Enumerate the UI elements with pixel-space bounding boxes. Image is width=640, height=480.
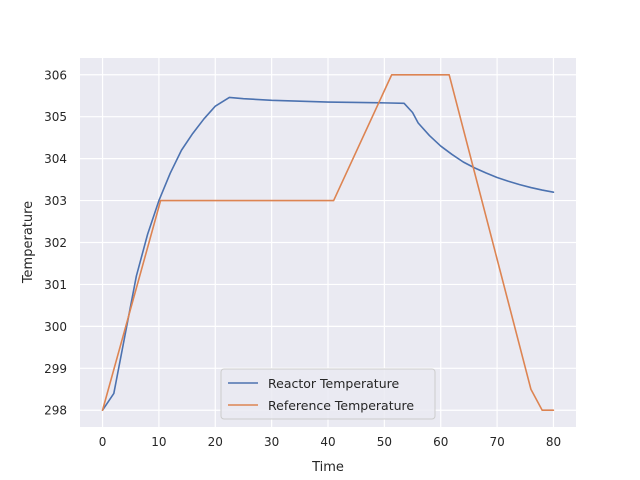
x-tick-label: 30 xyxy=(264,435,279,449)
legend-label-reactor: Reactor Temperature xyxy=(268,376,399,391)
y-tick-label: 305 xyxy=(44,110,67,124)
legend-box xyxy=(220,368,436,420)
y-tick-label: 301 xyxy=(44,278,67,292)
x-axis-label: Time xyxy=(311,460,344,475)
y-tick-label: 302 xyxy=(44,236,67,250)
y-tick-labels: 298 299 300 301 302 303 304 305 306 xyxy=(44,68,67,417)
y-tick-label: 298 xyxy=(44,404,67,418)
reference-temperature-line xyxy=(101,73,555,412)
series-layer xyxy=(101,73,555,412)
y-tick-label: 299 xyxy=(44,362,67,376)
x-tick-label: 80 xyxy=(546,435,561,449)
legend: Reactor Temperature Reference Temperatur… xyxy=(220,368,436,420)
x-tick-label: 70 xyxy=(489,435,504,449)
y-tick-label: 304 xyxy=(44,152,67,166)
legend-label-reference: Reference Temperature xyxy=(268,398,414,413)
x-tick-label: 20 xyxy=(208,435,223,449)
x-tick-label: 60 xyxy=(433,435,448,449)
y-tick-label: 306 xyxy=(44,68,67,82)
x-tick-label: 0 xyxy=(99,435,107,449)
x-tick-labels: 0 10 20 30 40 50 60 70 80 xyxy=(99,435,561,449)
y-tick-label: 303 xyxy=(44,194,67,208)
y-tick-label: 300 xyxy=(44,320,67,334)
y-axis-label: Temperature xyxy=(21,201,36,284)
reactor-temperature-line xyxy=(101,96,555,412)
x-tick-label: 40 xyxy=(320,435,335,449)
x-tick-label: 50 xyxy=(377,435,392,449)
x-tick-label: 10 xyxy=(151,435,166,449)
